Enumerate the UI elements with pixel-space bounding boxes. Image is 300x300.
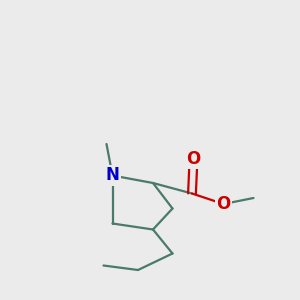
Text: O: O — [216, 195, 231, 213]
Text: O: O — [186, 150, 201, 168]
Text: N: N — [106, 167, 119, 184]
